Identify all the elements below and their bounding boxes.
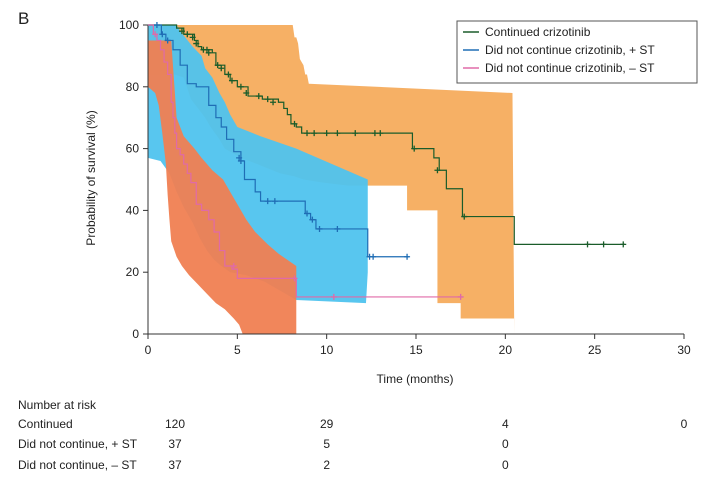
censor-mark-st_minus xyxy=(230,263,237,270)
censor-mark-continued xyxy=(243,89,250,96)
y-tick-label: 80 xyxy=(126,80,140,94)
censor-mark-continued xyxy=(600,241,607,248)
risk-value: 37 xyxy=(168,458,182,472)
confidence-band-band_st_minus xyxy=(148,40,297,334)
x-axis-label: Time (months) xyxy=(377,372,454,386)
censor-mark-continued xyxy=(334,130,341,137)
censor-mark-st_plus xyxy=(304,210,311,217)
censor-mark-continued xyxy=(189,34,196,41)
censor-mark-continued xyxy=(178,28,185,35)
censor-mark-continued xyxy=(434,167,441,174)
censor-mark-st_plus xyxy=(309,216,316,223)
risk-value: 5 xyxy=(323,437,330,451)
censor-mark-continued xyxy=(225,71,232,78)
x-tick-label: 25 xyxy=(588,343,602,357)
axes: 0 5 10 15 20 25 30 0 20 40 60 80 100 xyxy=(119,18,691,357)
y-tick-label: 0 xyxy=(132,327,139,341)
censor-mark-continued xyxy=(291,120,298,127)
risk-value: 0 xyxy=(680,417,688,431)
censor-mark-st_plus xyxy=(237,157,244,164)
censor-mark-continued xyxy=(371,130,378,137)
censor-mark-st_plus xyxy=(159,31,166,38)
legend-label-st_minus: Did not continue crizotinib, – ST xyxy=(485,61,655,75)
censor-mark-st_minus xyxy=(291,275,298,282)
censor-mark-continued xyxy=(228,77,235,84)
legend-label-continued: Continued crizotinib xyxy=(485,25,591,39)
risk-row-label: Did not continue, – ST xyxy=(18,458,137,472)
risk-row-label: Continued xyxy=(18,417,73,431)
x-tick-label: 20 xyxy=(499,343,513,357)
y-tick-label: 40 xyxy=(126,203,140,217)
x-tick-label: 0 xyxy=(145,343,152,357)
risk-value: 29 xyxy=(319,417,334,431)
censor-mark-continued xyxy=(311,130,318,137)
censor-mark-continued xyxy=(461,213,468,220)
censor-mark-st_plus xyxy=(271,198,278,205)
x-tick-label: 5 xyxy=(234,343,241,357)
legend-label-st_plus: Did not continue crizotinib, + ST xyxy=(485,43,655,57)
confidence-bands xyxy=(148,25,515,334)
risk-value: 0 xyxy=(501,437,509,451)
censor-mark-st_minus xyxy=(330,293,337,300)
x-tick-label: 30 xyxy=(677,343,691,357)
survival-curve-st_minus xyxy=(148,24,461,298)
censor-mark-continued xyxy=(184,31,191,38)
censor-mark-continued xyxy=(352,130,359,137)
censor-mark-continued xyxy=(377,130,384,137)
censor-mark-continued xyxy=(237,83,244,90)
y-axis-label: Probability of survival (%) xyxy=(84,110,98,245)
risk-row-label: Did not continue, + ST xyxy=(18,437,138,451)
risk-value: 120 xyxy=(164,417,186,431)
censor-mark-continued xyxy=(264,96,271,103)
censor-mark-continued xyxy=(620,241,627,248)
censor-mark-continued xyxy=(323,130,330,137)
censor-mark-st_plus xyxy=(264,198,271,205)
survival-curves xyxy=(148,22,627,300)
censor-mark-st_plus xyxy=(316,225,323,232)
censor-mark-continued xyxy=(193,40,200,47)
censor-mark-continued xyxy=(205,49,212,56)
censor-mark-st_plus xyxy=(164,37,171,44)
x-tick-label: 10 xyxy=(320,343,334,357)
risk-value: 2 xyxy=(323,458,330,472)
y-tick-label: 100 xyxy=(119,18,139,32)
censor-mark-continued xyxy=(203,46,210,53)
km-chart: B 0 5 10 15 20 25 30 0 20 40 60 80 100 Continued cri… xyxy=(18,9,698,386)
censor-mark-continued xyxy=(218,65,225,72)
censor-mark-continued xyxy=(411,145,418,152)
censor-mark-st_minus xyxy=(152,31,159,38)
censor-mark-continued xyxy=(214,62,221,69)
censor-mark-st_plus xyxy=(153,22,160,28)
risk-value: 4 xyxy=(501,417,509,431)
censor-mark-st_plus xyxy=(370,253,377,260)
censor-mark-st_plus xyxy=(236,154,243,161)
x-tick-label: 15 xyxy=(409,343,423,357)
censor-mark-st_plus xyxy=(334,225,341,232)
censor-mark-continued xyxy=(255,93,262,100)
censor-mark-continued xyxy=(304,130,311,137)
censor-mark-st_minus xyxy=(457,293,464,300)
censor-mark-st_plus xyxy=(404,253,411,260)
legend: Continued crizotinib Did not continue cri… xyxy=(456,20,698,84)
y-tick-label: 20 xyxy=(126,265,140,279)
legend-box xyxy=(456,20,698,84)
risk-table-title: Number at risk xyxy=(18,398,97,412)
censor-mark-continued xyxy=(270,99,277,106)
censor-mark-continued xyxy=(584,241,591,248)
risk-value: 37 xyxy=(168,437,182,451)
risk-value: 0 xyxy=(501,458,509,472)
panel-label: B xyxy=(18,9,29,28)
y-tick-label: 60 xyxy=(126,142,140,156)
